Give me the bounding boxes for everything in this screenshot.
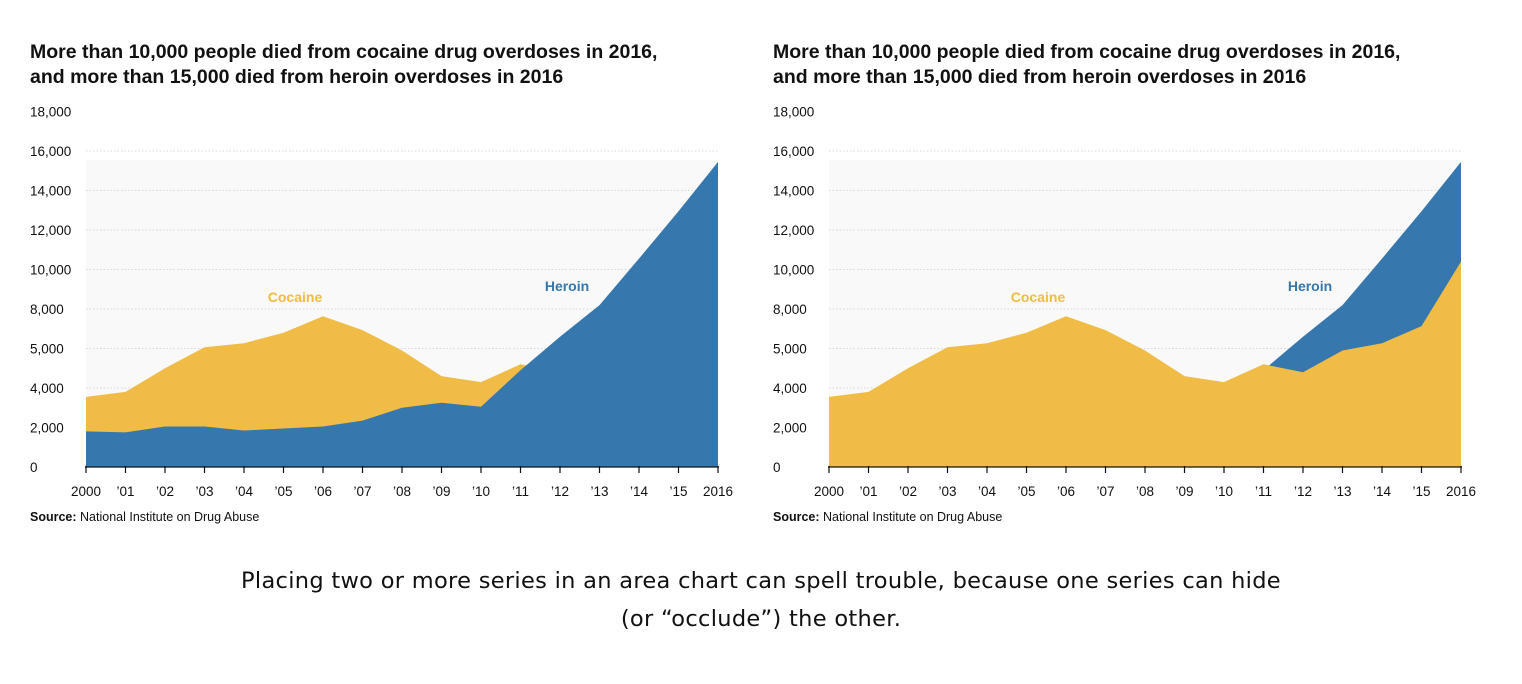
y-tick-label: 0 (773, 460, 781, 475)
y-tick-label: 16,000 (773, 144, 814, 159)
source-label: Source: (773, 510, 820, 524)
chart-title-line1: More than 10,000 people died from cocain… (773, 41, 1401, 63)
x-tick-label: ’03 (195, 484, 213, 499)
chart-panel-left: More than 10,000 people died from cocain… (30, 40, 750, 540)
x-tick-label: ’07 (353, 484, 371, 499)
y-tick-label: 18,000 (773, 105, 814, 120)
x-tick-label: 2016 (1446, 484, 1476, 499)
x-tick-label: ’10 (1215, 484, 1233, 499)
x-tick-label: ’02 (156, 484, 174, 499)
x-tick-label: ’13 (1333, 484, 1351, 499)
x-tick-label: ’10 (472, 484, 490, 499)
series-label-heroin: Heroin (545, 278, 589, 294)
x-tick-label: 2016 (703, 484, 733, 499)
y-tick-label: 10,000 (30, 263, 71, 278)
x-tick-label: ’15 (669, 484, 687, 499)
y-tick-label: 16,000 (30, 144, 71, 159)
x-tick-label: 2000 (71, 484, 101, 499)
x-tick-label: ’12 (1294, 484, 1312, 499)
caption-line1: Placing two or more series in an area ch… (241, 568, 1281, 594)
figure-caption: Placing two or more series in an area ch… (0, 562, 1522, 638)
chart-title: More than 10,000 people died from cocain… (773, 40, 1493, 90)
x-tick-label: ’04 (235, 484, 254, 499)
chart-title-line2: and more than 15,000 died from heroin ov… (773, 66, 1307, 88)
y-tick-label: 5,000 (30, 342, 64, 357)
y-tick-label: 2,000 (30, 421, 64, 436)
y-tick-label: 8,000 (773, 302, 807, 317)
cocaine-area (829, 261, 1461, 467)
x-tick-label: ’15 (1412, 484, 1430, 499)
chart-title-line1: More than 10,000 people died from cocain… (30, 41, 658, 63)
heroin-area (86, 161, 718, 467)
x-tick-label: ’05 (274, 484, 292, 499)
caption-line2: (or “occlude”) the other. (620, 606, 902, 632)
x-tick-label: ’09 (432, 484, 450, 499)
y-tick-label: 4,000 (30, 381, 64, 396)
area-chart-overlap: 0 2,000 4,000 5,000 8,000 10,000 12,000 14,000 1… (30, 105, 733, 500)
y-tick-label: 2,000 (773, 421, 807, 436)
y-tick-label: 14,000 (30, 184, 71, 199)
y-tick-label: 4,000 (773, 381, 807, 396)
x-tick-label: ’13 (590, 484, 608, 499)
x-tick-label: ’06 (314, 484, 332, 499)
source-text: National Institute on Drug Abuse (80, 510, 260, 524)
x-tick-label: ’11 (1255, 484, 1272, 499)
x-tick-label: ’01 (859, 484, 877, 499)
x-tick-label: ’07 (1096, 484, 1114, 499)
x-tick-label: ’02 (899, 484, 917, 499)
y-tick-label: 18,000 (30, 105, 71, 120)
x-tick-label: ’11 (512, 484, 529, 499)
x-tick-label: ’14 (1373, 484, 1392, 499)
y-tick-label: 8,000 (30, 302, 64, 317)
x-tick-label: ’08 (393, 484, 411, 499)
source-label: Source: (30, 510, 77, 524)
chart-source: Source: National Institute on Drug Abuse (30, 510, 259, 524)
x-tick-label: ’01 (116, 484, 134, 499)
x-tick-label: ’03 (938, 484, 956, 499)
x-tick-label: ’08 (1136, 484, 1154, 499)
x-tick-label: ’12 (551, 484, 569, 499)
y-tick-label: 0 (30, 460, 38, 475)
x-tick-label: ’05 (1017, 484, 1035, 499)
source-text: National Institute on Drug Abuse (823, 510, 1003, 524)
y-tick-label: 10,000 (773, 263, 814, 278)
y-tick-label: 14,000 (773, 184, 814, 199)
x-tick-label: ’09 (1175, 484, 1193, 499)
series-label-cocaine: Cocaine (268, 289, 323, 305)
y-tick-label: 12,000 (30, 223, 71, 238)
chart-source: Source: National Institute on Drug Abuse (773, 510, 1002, 524)
y-tick-label: 12,000 (773, 223, 814, 238)
area-chart-cocaine-front: 0 2,000 4,000 5,000 8,000 10,000 12,000 14,000 1… (773, 105, 1476, 500)
chart-title-line2: and more than 15,000 died from heroin ov… (30, 66, 564, 88)
chart-panel-right: More than 10,000 people died from cocain… (773, 40, 1493, 540)
x-tick-label: 2000 (814, 484, 844, 499)
x-tick-label: ’14 (630, 484, 649, 499)
series-label-heroin: Heroin (1288, 278, 1332, 294)
chart-title: More than 10,000 people died from cocain… (30, 40, 750, 90)
x-tick-label: ’04 (978, 484, 997, 499)
series-label-cocaine: Cocaine (1011, 289, 1066, 305)
y-tick-label: 5,000 (773, 342, 807, 357)
x-tick-label: ’06 (1057, 484, 1075, 499)
